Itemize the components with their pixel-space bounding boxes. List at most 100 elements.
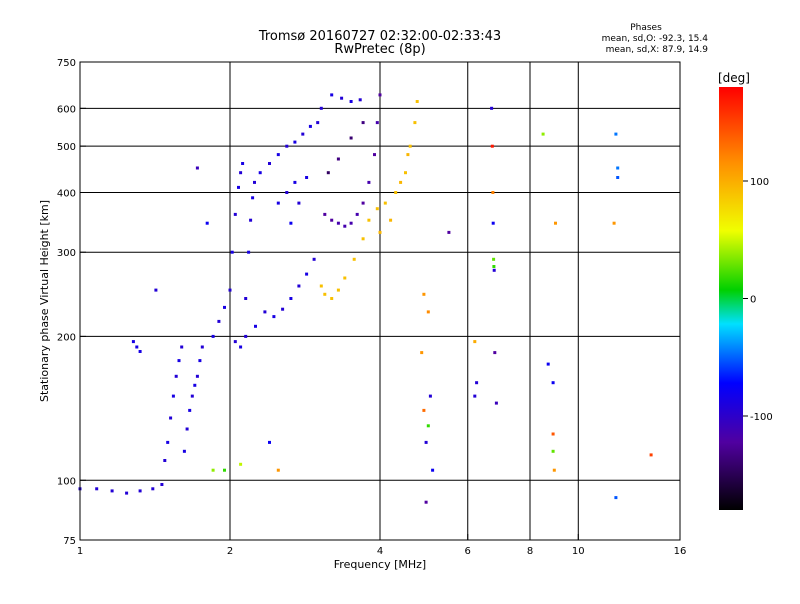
colorbar-label: [deg] — [718, 71, 750, 85]
echo-point — [190, 394, 194, 398]
chart-subtitle: RwPretec (8p) — [334, 42, 425, 57]
echo-point — [389, 218, 393, 222]
echo-point — [367, 218, 371, 222]
echo-point — [614, 496, 618, 500]
echo-point — [316, 121, 320, 125]
echo-point — [399, 180, 403, 184]
echo-point — [293, 180, 297, 184]
echo-point — [361, 201, 365, 205]
x-tick-label: 1 — [77, 546, 83, 557]
echo-point — [258, 171, 262, 175]
echo-point — [254, 324, 257, 328]
echo-point — [308, 124, 312, 128]
echo-point — [289, 297, 293, 300]
echo-point — [319, 284, 323, 288]
echo-point — [493, 351, 497, 355]
x-tick-label: 4 — [377, 546, 383, 557]
echo-point — [281, 307, 285, 311]
y-tick-label: 100 — [57, 476, 76, 487]
echo-point — [244, 334, 248, 338]
echo-point — [293, 140, 297, 144]
echo-point — [490, 106, 494, 110]
phase-stats-title: Phases — [630, 23, 662, 33]
echo-point — [552, 468, 556, 472]
echo-point — [211, 468, 215, 472]
echo-point — [241, 162, 245, 165]
echo-point — [285, 144, 289, 148]
echo-point — [154, 288, 158, 292]
colorbar-tick-label: -100 — [750, 412, 773, 423]
echo-point — [546, 362, 550, 366]
echo-point — [343, 224, 347, 228]
echo-point — [614, 132, 618, 136]
echo-point — [217, 319, 221, 323]
echo-points — [78, 93, 653, 504]
echo-point — [431, 468, 435, 472]
echo-point — [336, 221, 340, 225]
echo-point — [551, 449, 555, 453]
echo-point — [297, 201, 301, 205]
echo-point — [361, 121, 365, 125]
echo-point — [276, 201, 280, 205]
echo-point — [378, 230, 382, 234]
x-tick-label: 8 — [527, 546, 533, 557]
echo-point — [239, 171, 243, 175]
echo-point — [171, 394, 175, 398]
echo-point — [361, 237, 365, 241]
echo-point — [301, 132, 305, 136]
phase-stats-o: mean, sd,O: -92.3, 15.4 — [602, 34, 709, 44]
echo-point — [490, 144, 494, 148]
echo-point — [336, 157, 340, 161]
echo-point — [424, 500, 428, 504]
echo-point — [367, 180, 371, 184]
echo-point — [649, 453, 653, 457]
echo-point — [268, 162, 271, 165]
echo-point — [230, 250, 234, 254]
echo-point — [233, 212, 237, 216]
echo-point — [330, 218, 334, 222]
echo-point — [223, 468, 226, 472]
y-tick-label: 500 — [57, 142, 76, 153]
x-tick-label: 6 — [465, 546, 471, 557]
echo-point — [494, 401, 498, 405]
echo-point — [415, 100, 419, 103]
echo-point — [166, 440, 170, 444]
x-tick-label: 16 — [674, 546, 687, 557]
echo-point — [131, 340, 135, 344]
x-axis-ticks: 1 2 4 6 8 10 16 — [77, 534, 687, 557]
echo-point — [163, 459, 167, 462]
x-tick-label: 10 — [572, 546, 585, 557]
echo-point — [263, 310, 267, 314]
echo-point — [492, 257, 496, 261]
colorbar — [719, 87, 743, 510]
echo-point — [285, 191, 289, 194]
echo-point — [239, 462, 243, 466]
echo-point — [473, 394, 477, 398]
echo-point — [340, 96, 344, 100]
echo-point — [193, 383, 197, 387]
echo-point — [330, 93, 334, 97]
echo-point — [223, 305, 226, 309]
echo-point — [177, 359, 181, 363]
echo-point — [233, 340, 237, 344]
echo-point — [349, 136, 353, 140]
echo-point — [428, 394, 432, 398]
echo-point — [228, 288, 232, 292]
echo-point — [492, 265, 496, 268]
echo-point — [323, 292, 327, 296]
echo-point — [358, 98, 362, 102]
echo-point — [205, 221, 209, 225]
echo-point — [319, 106, 323, 110]
echo-point — [200, 345, 204, 349]
echo-point — [491, 221, 495, 225]
echo-point — [616, 176, 620, 179]
echo-point — [394, 191, 398, 194]
echo-point — [491, 191, 495, 194]
x-tick-label: 2 — [227, 546, 233, 557]
echo-point — [541, 132, 545, 136]
echo-point — [492, 268, 496, 272]
phase-stats-x: mean, sd,X: 87.9, 14.9 — [606, 45, 709, 55]
colorbar-tick-label: 100 — [750, 177, 769, 188]
